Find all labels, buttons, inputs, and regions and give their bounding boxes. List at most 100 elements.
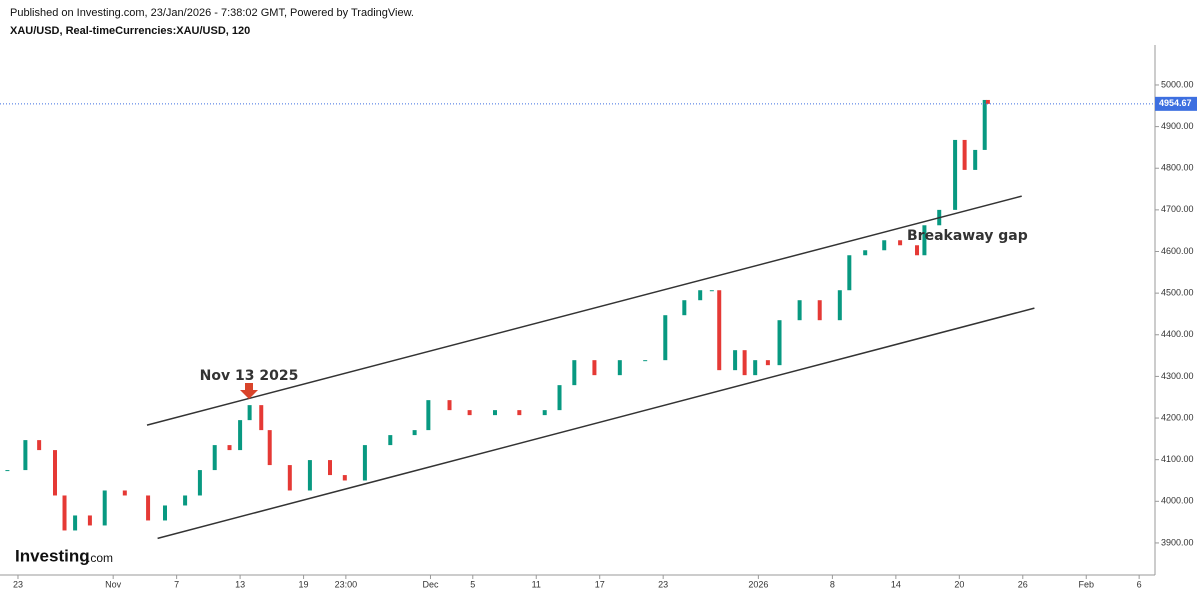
x-tick-label: Nov	[105, 579, 122, 589]
x-tick-label: 5	[470, 579, 475, 589]
candle	[817, 300, 822, 321]
y-tick-label: 3900.00	[1161, 537, 1194, 547]
candle	[342, 475, 347, 481]
x-tick-label: 11	[532, 579, 541, 589]
last-price-tag	[1155, 96, 1197, 111]
candle	[23, 440, 28, 471]
candle	[163, 505, 167, 521]
candle	[238, 420, 243, 451]
y-tick-label: 4700.00	[1161, 204, 1194, 214]
candle	[643, 360, 648, 362]
y-tick-label: 4100.00	[1161, 454, 1194, 464]
last-price-label: 4954.67	[1159, 98, 1192, 108]
trend-line	[146, 195, 1022, 426]
candle	[953, 139, 958, 210]
candle	[426, 400, 431, 431]
candle	[183, 495, 188, 506]
x-tick-label: 6	[1137, 579, 1142, 589]
candle	[146, 495, 151, 521]
x-tick-label: Feb	[1078, 579, 1094, 589]
x-tick-label: 26	[1018, 579, 1028, 589]
candle	[102, 490, 107, 526]
candle	[962, 139, 967, 170]
x-tick-label: 17	[595, 579, 605, 589]
x-tick-label: Dec	[422, 579, 439, 589]
candle	[797, 300, 802, 321]
candle	[62, 495, 67, 531]
candle	[765, 360, 770, 366]
candle	[973, 149, 978, 170]
candle	[259, 405, 264, 431]
logo-suffix: .com	[87, 551, 113, 565]
candle	[982, 99, 987, 150]
candle	[267, 430, 272, 466]
candle	[898, 240, 903, 246]
candle	[709, 290, 714, 292]
x-tick-label: 8	[830, 579, 835, 589]
candle	[882, 240, 887, 251]
candle	[37, 440, 42, 451]
y-tick-label: 4200.00	[1161, 412, 1194, 422]
candle	[87, 515, 92, 526]
y-tick-label: 4900.00	[1161, 121, 1194, 131]
candle	[212, 445, 217, 471]
candle	[493, 410, 497, 416]
x-tick-label: 19	[299, 579, 309, 589]
chart-title: XAU/USD, Real-timeCurrencies:XAU/USD, 12…	[10, 25, 250, 37]
candle	[447, 400, 452, 411]
x-tick-label: 23	[658, 579, 668, 589]
candle	[53, 450, 57, 496]
candle	[362, 445, 367, 481]
x-tick-label: 13	[235, 579, 245, 589]
candle	[557, 385, 562, 411]
candle	[863, 250, 868, 256]
y-tick-label: 4400.00	[1161, 329, 1194, 339]
publish-note: Published on Investing.com, 23/Jan/2026 …	[10, 7, 414, 19]
candle	[122, 490, 127, 496]
candle	[837, 290, 842, 321]
candle	[922, 225, 927, 256]
x-tick-label: 7	[174, 579, 179, 589]
x-tick-label: 23:00	[335, 579, 358, 589]
candle	[467, 410, 472, 416]
candle	[592, 360, 597, 376]
candle	[663, 315, 668, 361]
candle	[698, 290, 703, 301]
arrow	[240, 383, 258, 399]
candle	[197, 470, 202, 496]
annotation: Breakaway gap	[907, 228, 1028, 244]
candle	[985, 99, 990, 104]
candle	[717, 290, 722, 371]
candle	[742, 350, 747, 376]
trend-line	[157, 307, 1035, 540]
candle	[915, 245, 920, 256]
candle	[5, 470, 10, 472]
y-tick-label: 4800.00	[1161, 163, 1194, 173]
candle	[412, 430, 417, 436]
candle	[542, 410, 547, 416]
candle	[247, 405, 252, 421]
x-tick-label: 14	[891, 579, 901, 589]
candle	[328, 460, 332, 476]
candle	[388, 435, 393, 446]
candle	[682, 300, 687, 316]
candle	[307, 460, 312, 491]
x-tick-label: 2026	[748, 579, 768, 589]
candle	[227, 445, 232, 451]
candle	[847, 255, 852, 291]
y-tick-label: 5000.00	[1161, 79, 1194, 89]
y-tick-label: 4300.00	[1161, 371, 1194, 381]
candle	[617, 360, 622, 376]
y-tick-label: 4600.00	[1161, 246, 1194, 256]
candle	[517, 410, 522, 416]
candle	[753, 360, 758, 376]
candle	[572, 360, 577, 386]
logo: Investing	[15, 546, 90, 565]
y-tick-label: 4500.00	[1161, 288, 1194, 298]
candle	[287, 465, 292, 491]
annotation: Nov 13 2025	[200, 368, 299, 384]
candle	[777, 320, 782, 366]
candle	[73, 515, 78, 531]
candle	[733, 350, 738, 371]
